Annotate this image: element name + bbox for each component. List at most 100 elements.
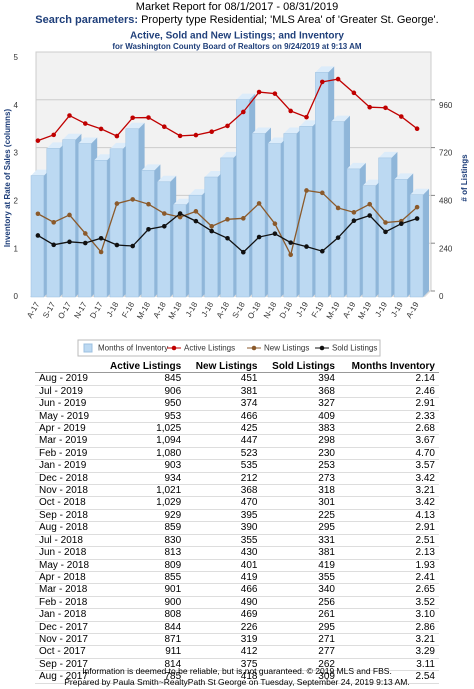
table-cell: 1,029 [98,496,186,510]
table-cell: 2.54 [338,670,439,684]
bar [283,133,297,298]
bar [204,176,218,298]
point [304,114,309,120]
x-tick-label: D-17 [88,300,105,320]
table-cell: 2.46 [338,385,439,399]
table-cell: Nov - 2017 [35,633,99,647]
bar [188,194,203,298]
table-cell: 418 [185,670,262,684]
table-cell: 3.21 [338,633,439,647]
x-tick-label: J-19 [294,300,310,318]
point [304,244,309,249]
table-cell: Feb - 2018 [35,596,99,610]
point [162,124,167,130]
legend-swatch [171,345,177,351]
bar-top [189,189,208,196]
table-cell: May - 2019 [35,410,99,424]
table-cell: 2.91 [338,397,439,411]
x-tick-label: A-19 [404,300,421,320]
x-tick-label: J-18 [200,300,216,318]
table-cell: 271 [261,633,339,647]
table-cell: 256 [261,596,339,610]
point [367,104,373,110]
table-cell: Aug - 2019 [35,372,99,386]
table-cell: 425 [185,422,262,436]
table-cell: 394 [261,372,339,386]
table-cell: 390 [185,521,262,535]
table-row: May - 2019 953 466 409 2.33 [35,410,439,424]
bar-top [141,164,161,171]
point [256,89,262,95]
table-row: Jan - 2018 808 469 261 3.10 [35,608,439,622]
point [83,121,88,126]
table-row: Jul - 2018 830 355 331 2.51 [35,534,439,548]
bar [394,179,408,298]
table-cell: Mar - 2019 [35,434,99,448]
x-tick-label: N-18 [262,300,279,320]
table-cell: 813 [98,546,186,560]
table-cell: 273 [261,472,339,486]
table-row: Aug - 2018 859 390 295 2.91 [35,521,439,535]
bar-top [110,142,129,149]
table-cell: 319 [185,633,262,647]
bar-top [252,127,271,134]
table-cell: 903 [98,459,186,473]
point [225,235,230,241]
point [98,126,104,132]
bar-top [94,154,113,161]
table-cell: 368 [261,385,339,399]
table-cell: Dec - 2018 [35,472,99,486]
table-cell: 814 [98,658,186,672]
point [162,211,167,216]
bar-top [378,151,398,158]
table-row: Feb - 2018 900 490 256 3.52 [35,596,439,610]
point [51,220,56,225]
x-tick-label: O-18 [246,300,263,320]
y2-axis-title: # of Listings [460,154,469,202]
table-cell: 855 [98,571,186,585]
bar-top [236,93,256,100]
table-row: Jun - 2019 950 374 327 2.91 [35,397,439,411]
bar [141,170,155,298]
table-cell: 340 [261,583,339,597]
x-tick-label: O-17 [56,300,73,320]
table-cell: 871 [98,633,186,647]
table-cell: Sep - 2018 [35,509,99,523]
table-cell: Feb - 2019 [35,447,99,461]
point [320,79,325,85]
legend-swatch [319,345,325,351]
point [209,223,214,229]
table-row: Oct - 2018 1,029 470 301 3.42 [35,496,439,510]
y-tick-label: 1 [14,244,19,253]
table-row: Jun - 2018 813 430 381 2.13 [35,546,439,560]
x-tick-label: M-19 [325,300,342,321]
table-cell: 3.42 [338,472,439,486]
table-cell: 412 [185,645,262,659]
table-cell: 845 [98,372,186,386]
table-cell: Apr - 2018 [35,571,99,585]
y2-tick-label: 480 [439,197,453,206]
table-cell: 911 [98,645,186,659]
table-cell: 901 [98,583,186,597]
y2-tick-label: 960 [439,101,453,110]
search-text: Property type Residential; 'MLS Area' of… [141,14,439,26]
table-cell: Jan - 2019 [35,459,99,473]
table-cell: Aug - 2017 [35,670,99,684]
table-cell: 395 [185,509,262,523]
table-cell: 401 [185,559,262,572]
point [67,212,72,218]
point [351,90,357,96]
bar-top [315,66,335,73]
y2-tick-label: 240 [439,244,453,253]
table-cell: 253 [261,459,339,473]
table-cell: 4.13 [338,509,439,523]
table-row: Aug - 2019 845 451 394 2.14 [35,372,439,386]
point [414,216,420,221]
table-cell: 953 [98,410,186,424]
table-cell: 355 [261,571,339,585]
bar-top [220,151,240,158]
table-cell: 2.91 [338,521,439,535]
point [177,211,183,216]
table-cell: 327 [261,397,339,411]
table-cell: 900 [98,596,186,610]
